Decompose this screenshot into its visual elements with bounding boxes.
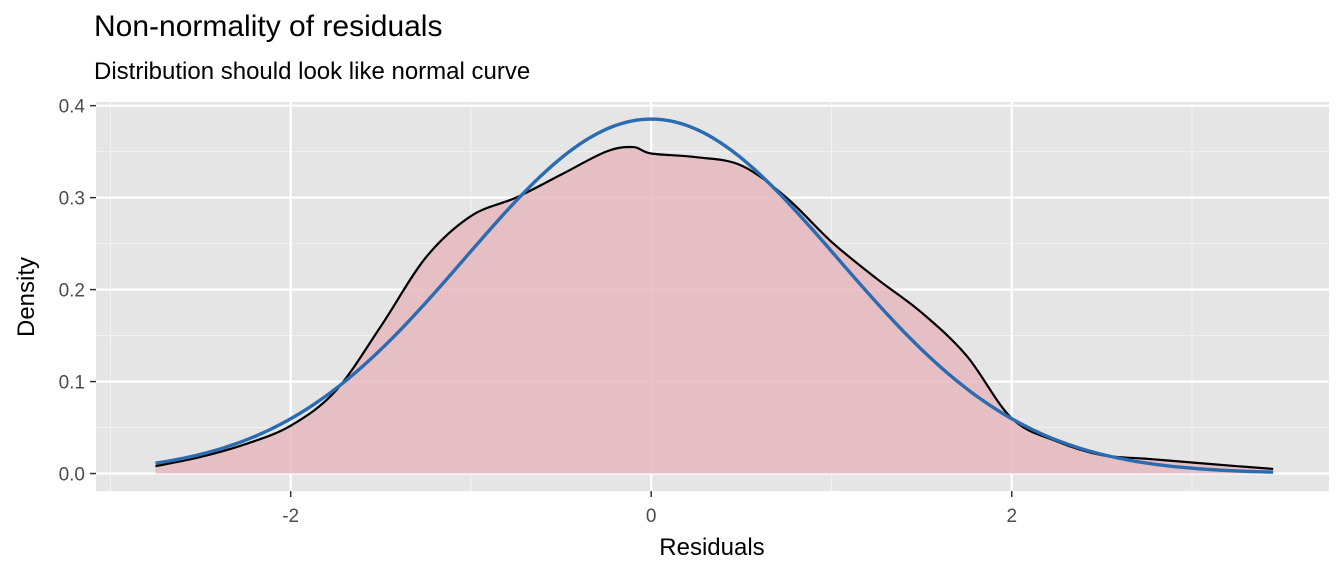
y-axis: 0.0 0.1 0.2 0.3 0.4 — [59, 97, 96, 486]
y-tick-label: 0.2 — [59, 281, 85, 302]
chart-title: Non-normality of residuals — [94, 10, 443, 43]
y-axis-title: Density — [13, 257, 40, 337]
density-area — [155, 146, 1274, 474]
y-tick-label: 0.1 — [59, 373, 85, 394]
normal-curve-line — [155, 117, 1274, 474]
x-tick-label: 2 — [1006, 506, 1017, 527]
x-tick-label: 0 — [646, 506, 657, 527]
x-tick-label: -2 — [282, 506, 299, 527]
x-axis: -2 0 2 — [282, 491, 1017, 527]
x-axis-title: Residuals — [659, 534, 764, 561]
chart-subtitle: Distribution should look like normal cur… — [94, 58, 531, 85]
y-tick-label: 0.0 — [59, 465, 85, 486]
y-tick-label: 0.4 — [59, 97, 86, 118]
normal-curve-layer — [155, 117, 1274, 474]
y-tick-label: 0.3 — [59, 189, 85, 210]
